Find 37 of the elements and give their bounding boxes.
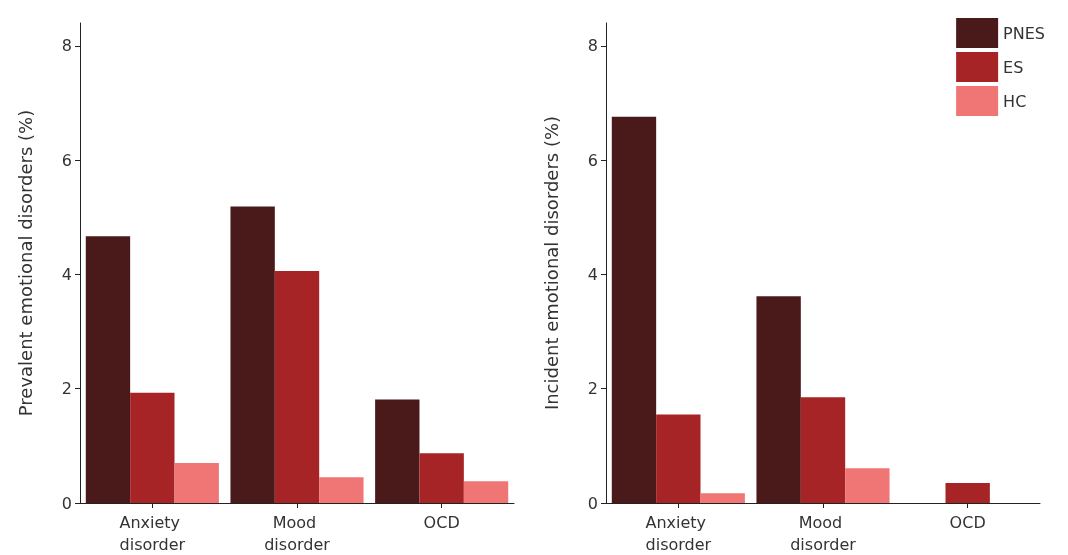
x-tick-label: Anxiety disorder xyxy=(119,512,186,554)
bar xyxy=(419,453,464,503)
bar xyxy=(274,271,320,503)
bar xyxy=(85,236,131,503)
bar xyxy=(945,483,990,503)
x-tick-label: Anxiety disorder xyxy=(645,512,712,554)
bar xyxy=(800,397,846,503)
y-tick-label: 8 xyxy=(61,36,72,56)
bar xyxy=(174,463,219,503)
y-axis-title: Prevalent emotional disorders (%) xyxy=(14,109,36,417)
legend-label: PNES xyxy=(1003,23,1046,43)
y-tick-label: 8 xyxy=(587,36,598,56)
x-tick-label: OCD xyxy=(423,512,460,532)
x-tick-label: OCD xyxy=(949,512,986,532)
y-tick-label: 0 xyxy=(587,493,598,513)
bar xyxy=(375,399,420,503)
bar xyxy=(130,392,175,503)
y-tick-label: 0 xyxy=(61,493,72,513)
bar xyxy=(463,481,509,503)
bar xyxy=(756,296,801,503)
y-tick-label: 6 xyxy=(61,150,72,170)
y-tick-label: 4 xyxy=(587,264,598,284)
bar xyxy=(319,477,364,503)
legend-label: ES xyxy=(1003,57,1024,77)
bar xyxy=(611,116,657,503)
y-tick-label: 2 xyxy=(587,379,598,399)
x-tick-label: Mood disorder xyxy=(790,512,857,554)
bar xyxy=(656,414,701,503)
y-tick-label: 6 xyxy=(587,150,598,170)
bar xyxy=(230,206,275,503)
bar xyxy=(845,468,890,503)
y-tick-label: 2 xyxy=(61,379,72,399)
legend-label: HC xyxy=(1003,91,1027,111)
y-axis-title: Incident emotional disorders (%) xyxy=(540,115,562,411)
y-tick-label: 4 xyxy=(61,264,72,284)
bar xyxy=(700,493,745,503)
x-tick-label: Mood disorder xyxy=(264,512,331,554)
